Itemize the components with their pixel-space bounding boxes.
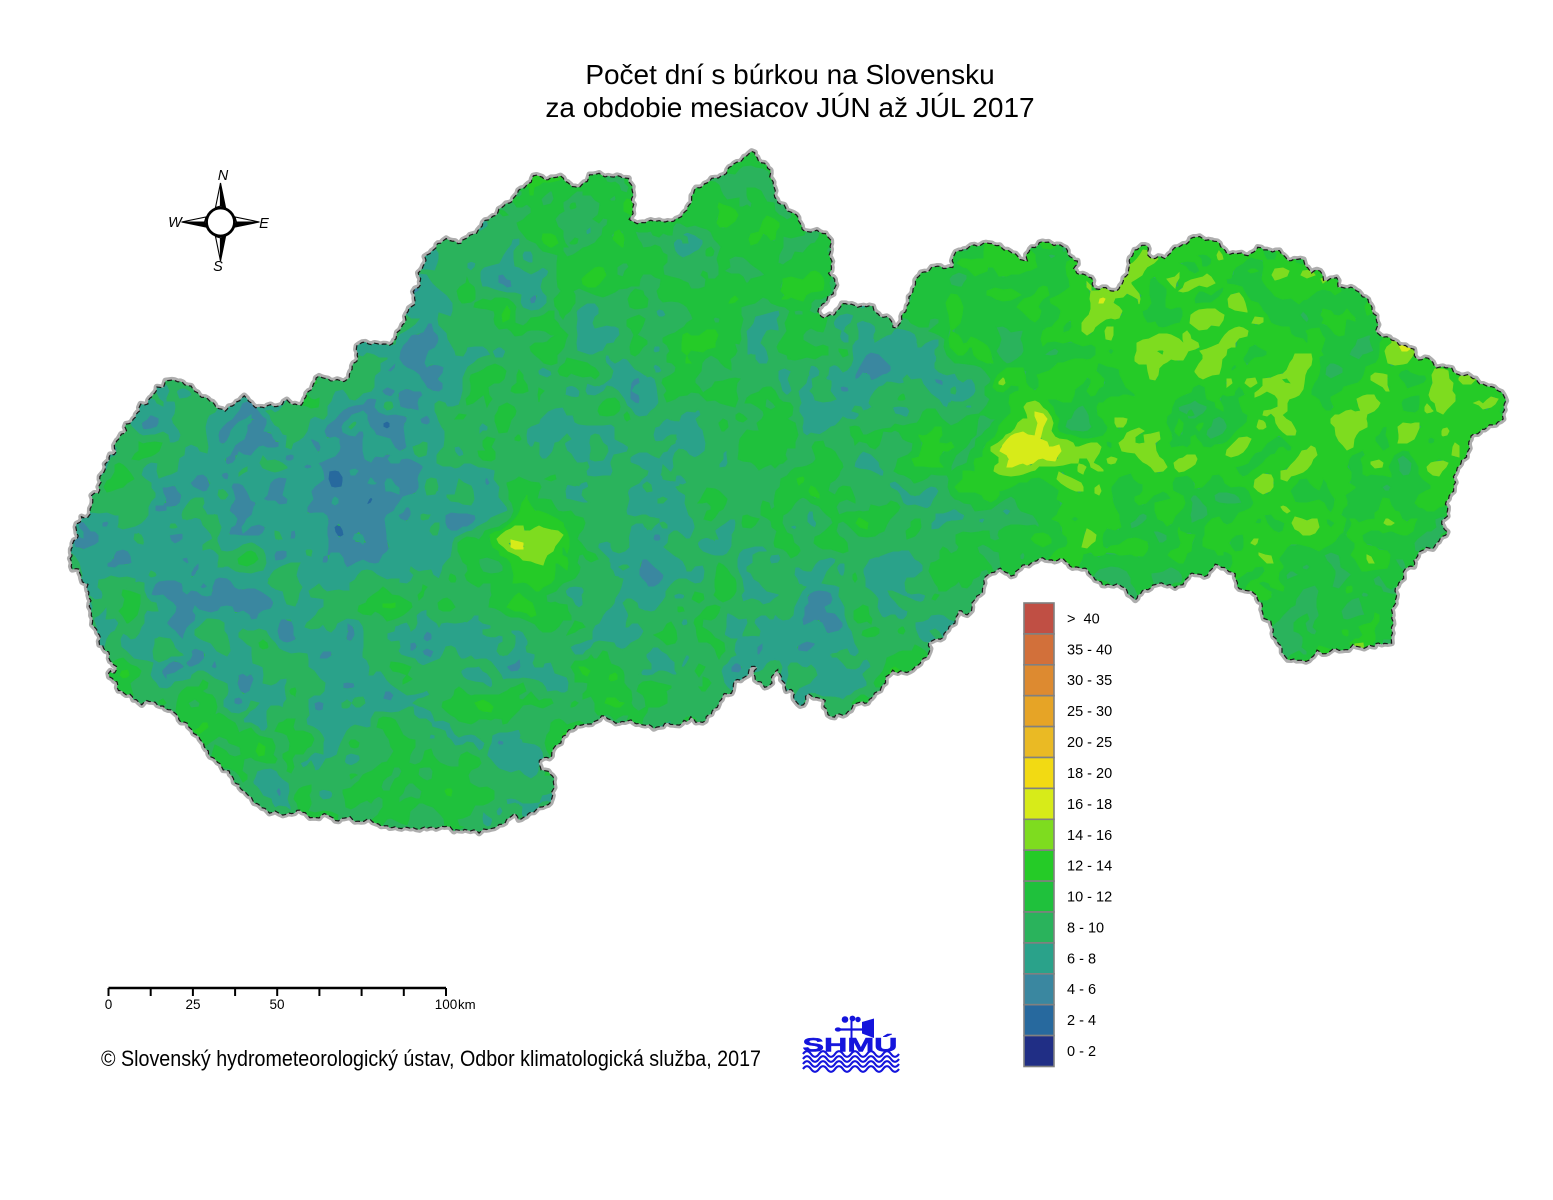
svg-text:100: 100 (435, 997, 458, 1012)
svg-text:25: 25 (185, 997, 200, 1012)
svg-text:0: 0 (105, 997, 113, 1012)
svg-text:14 - 16: 14 - 16 (1067, 828, 1112, 844)
svg-text:30 - 35: 30 - 35 (1067, 673, 1112, 689)
svg-text:4 - 6: 4 - 6 (1067, 982, 1096, 998)
svg-text:> 40: > 40 (1067, 612, 1100, 628)
svg-text:6 - 8: 6 - 8 (1067, 951, 1096, 967)
svg-text:25 - 30: 25 - 30 (1067, 704, 1112, 720)
svg-text:Počet dní s búrkou na Slovensk: Počet dní s búrkou na Slovensku (585, 59, 994, 90)
svg-text:18 - 20: 18 - 20 (1067, 766, 1112, 782)
svg-text:za obdobie mesiacov JÚN až JÚL: za obdobie mesiacov JÚN až JÚL 2017 (545, 92, 1034, 123)
svg-text:SHMÚ: SHMÚ (803, 1035, 898, 1057)
svg-text:2 - 4: 2 - 4 (1067, 1013, 1096, 1029)
svg-text:35 - 40: 35 - 40 (1067, 642, 1112, 658)
svg-text:12 - 14: 12 - 14 (1067, 859, 1112, 875)
svg-text:© Slovenský hydrometeorologick: © Slovenský hydrometeorologický ústav, O… (101, 1046, 761, 1071)
svg-text:N: N (218, 168, 229, 184)
svg-text:16 - 18: 16 - 18 (1067, 797, 1112, 813)
svg-text:8 - 10: 8 - 10 (1067, 921, 1104, 937)
svg-text:W: W (168, 215, 183, 231)
svg-text:50: 50 (269, 997, 284, 1012)
svg-text:20 - 25: 20 - 25 (1067, 735, 1112, 751)
svg-text:10 - 12: 10 - 12 (1067, 890, 1112, 906)
svg-text:0 - 2: 0 - 2 (1067, 1044, 1096, 1060)
svg-text:E: E (259, 216, 269, 232)
svg-text:km: km (458, 997, 476, 1012)
svg-text:S: S (213, 259, 223, 275)
